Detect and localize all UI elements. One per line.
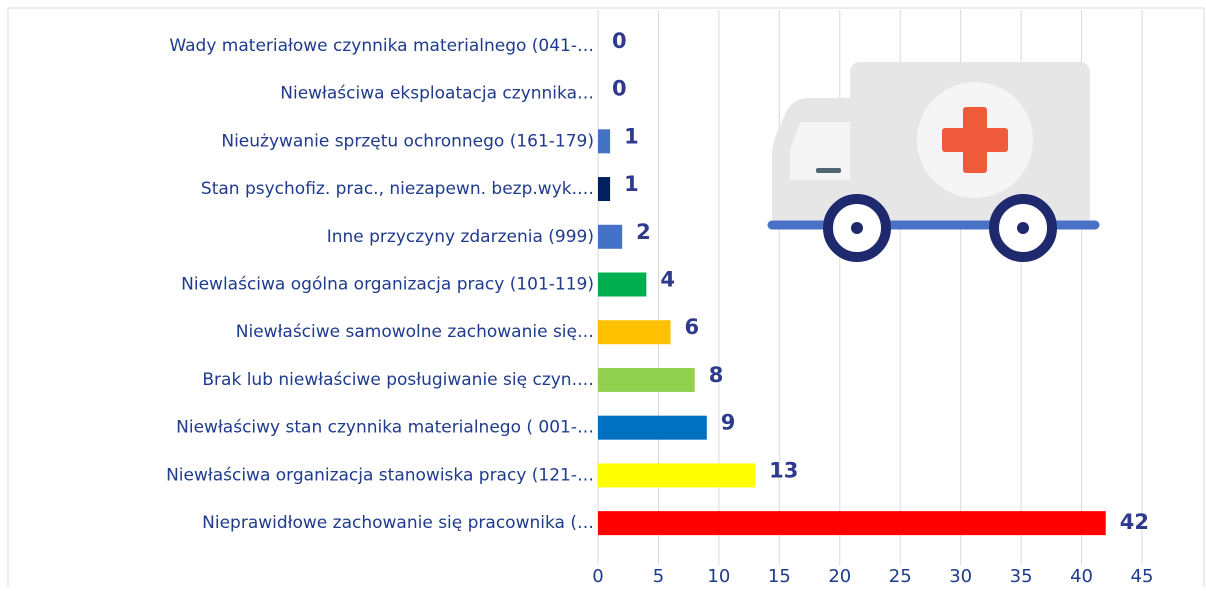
bar [598,416,707,440]
value-label: 1 [624,172,639,196]
value-label: 2 [636,220,651,244]
x-tick-label: 30 [949,566,972,587]
bar [598,320,671,344]
value-label: 0 [612,29,627,53]
bar [598,368,695,392]
x-tick-label: 5 [653,566,664,587]
value-label: 1 [624,124,639,148]
y-tick-label: Wady materiałowe czynnika materialnego (… [169,36,594,56]
value-label: 4 [660,268,675,292]
bar [598,273,646,297]
chart: 051015202530354045Wady materiałowe czynn… [0,0,1206,587]
x-tick-label: 15 [768,566,791,587]
y-tick-label: Niewłaściwe samowolne zachowanie się… [236,322,594,342]
value-label: 42 [1120,510,1149,534]
x-tick-label: 0 [592,566,603,587]
x-tick-label: 10 [707,566,730,587]
bar [598,177,610,201]
y-tick-label: Brak lub niewłaściwe posługiwanie się cz… [202,370,594,390]
bar [598,129,610,153]
y-tick-label: Nieużywanie sprzętu ochronnego (161-179) [221,131,594,151]
bar [598,511,1106,535]
bar [598,225,622,249]
y-tick-label: Nieprawidłowe zachowanie się pracownika … [202,513,594,533]
x-tick-label: 20 [828,566,851,587]
x-tick-label: 45 [1131,566,1154,587]
value-label: 0 [612,77,627,101]
y-tick-label: Niewłaściwa eksploatacja czynnika… [280,84,594,104]
value-label: 8 [709,363,724,387]
y-tick-label: Niewłaściwy stan czynnika materialnego (… [176,418,594,438]
value-label: 13 [769,458,798,482]
x-tick-label: 35 [1010,566,1033,587]
x-tick-label: 25 [889,566,912,587]
value-label: 9 [721,411,736,435]
value-label: 6 [685,315,700,339]
bar [598,463,755,487]
x-tick-label: 40 [1070,566,1093,587]
y-tick-label: Niewłaściwa organizacja stanowiska pracy… [166,465,594,485]
y-tick-label: Stan psychofiz. prac., niezapewn. bezp.w… [201,179,594,199]
y-tick-label: Niewlaściwa ogólna organizacja pracy (10… [181,275,594,295]
y-tick-label: Inne przyczyny zdarzenia (999) [327,227,594,247]
